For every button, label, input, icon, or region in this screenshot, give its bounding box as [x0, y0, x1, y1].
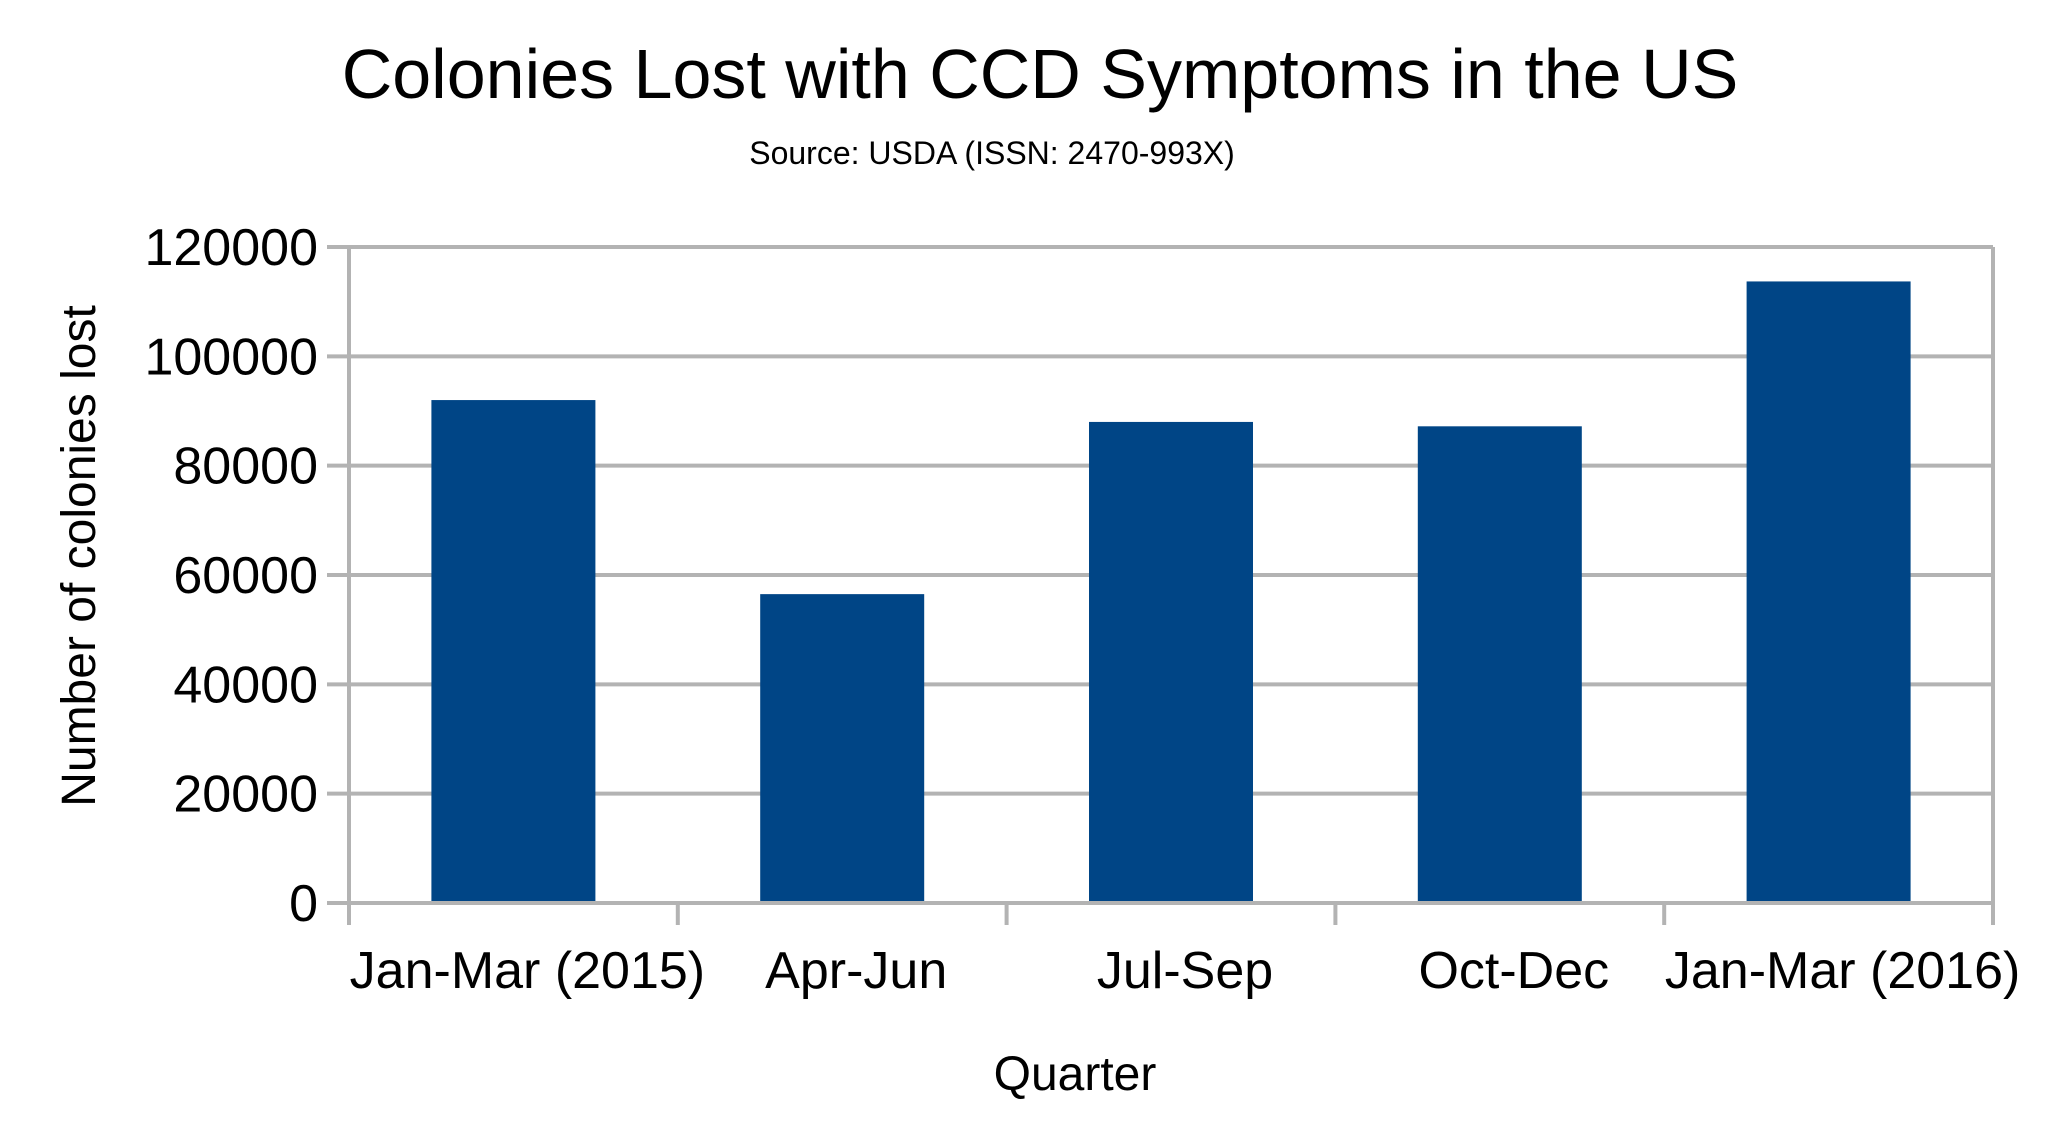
bar — [431, 400, 596, 903]
bar — [1089, 421, 1253, 903]
chart-title: Colonies Lost with CCD Symptoms in the U… — [342, 35, 1739, 113]
bars — [431, 281, 1911, 903]
bar — [760, 594, 925, 903]
bar — [1746, 281, 1911, 903]
x-tick-label: Jan-Mar (2016) — [1665, 942, 2020, 1000]
x-tick-label: Apr-Jun — [765, 942, 947, 1000]
y-tick-label: 0 — [289, 875, 318, 933]
y-tick-labels: 0 20000 40000 60000 80000 100000 120000 — [144, 219, 318, 933]
chart-subtitle: Source: USDA (ISSN: 2470-993X) — [749, 135, 1235, 171]
x-tick-label: Jan-Mar (2015) — [350, 942, 705, 1000]
axes — [327, 245, 1995, 925]
x-tick-label: Jul-Sep — [1097, 942, 1273, 1000]
x-axis-title: Quarter — [994, 1048, 1157, 1101]
bar — [1417, 426, 1582, 903]
y-tick-label: 40000 — [173, 656, 318, 714]
y-tick-label: 20000 — [173, 766, 318, 824]
y-tick-label: 60000 — [173, 547, 318, 605]
x-tick-label: Oct-Dec — [1418, 942, 1609, 1000]
x-tick-labels: Jan-Mar (2015) Apr-Jun Jul-Sep Oct-Dec Jan-M… — [350, 942, 2021, 1000]
y-tick-label: 100000 — [144, 328, 318, 386]
y-tick-label: 120000 — [144, 219, 318, 277]
y-tick-label: 80000 — [173, 438, 318, 496]
y-axis-title: Number of colonies lost — [53, 305, 106, 807]
